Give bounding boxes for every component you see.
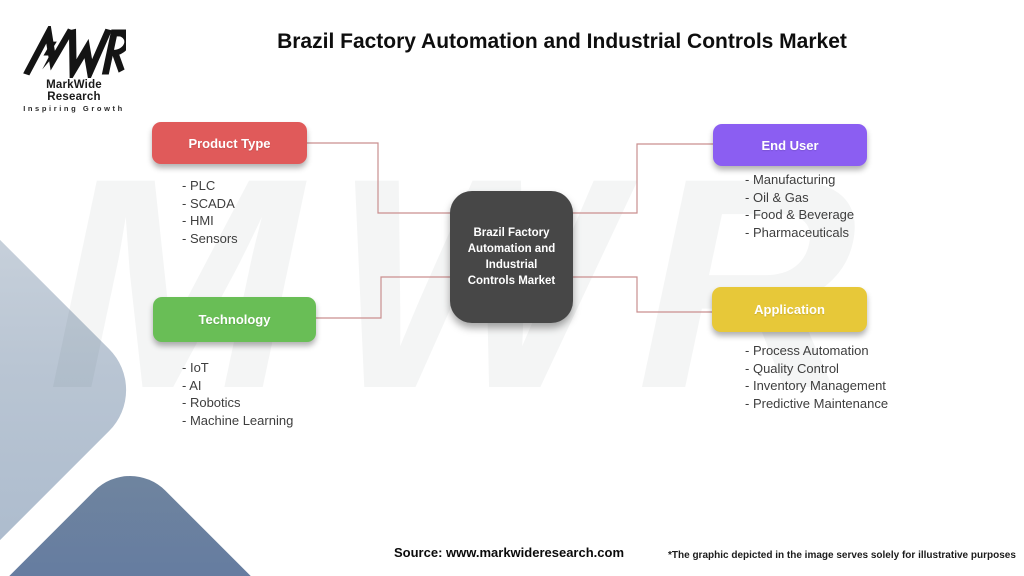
list-item: Pharmaceuticals xyxy=(745,224,854,242)
list-item: Food & Beverage xyxy=(745,206,854,224)
category-label: Technology xyxy=(198,312,271,327)
list-item: HMI xyxy=(182,212,238,230)
connector-end-user xyxy=(573,143,713,214)
list-item: SCADA xyxy=(182,195,238,213)
list-item: PLC xyxy=(182,177,238,195)
connector-technology xyxy=(316,276,450,319)
category-label: Product Type xyxy=(188,135,271,151)
category-list-technology: IoT AI Robotics Machine Learning xyxy=(182,359,293,429)
category-box-technology: Technology xyxy=(153,297,316,342)
category-box-product-type: Product Type xyxy=(152,122,307,164)
list-item: AI xyxy=(182,377,293,395)
connector-application xyxy=(573,276,712,313)
list-item: Oil & Gas xyxy=(745,189,854,207)
page-title: Brazil Factory Automation and Industrial… xyxy=(277,30,847,53)
list-item: Process Automation xyxy=(745,342,888,360)
category-box-end-user: End User xyxy=(713,124,867,166)
category-label: Application xyxy=(754,302,825,317)
markwide-logo: MarkWide Research Inspiring Growth xyxy=(18,26,130,113)
center-node-label: Brazil Factory Automation and Industrial… xyxy=(467,226,556,288)
disclaimer-text: *The graphic depicted in the image serve… xyxy=(668,550,1016,561)
connector-product-type xyxy=(307,142,450,214)
list-item: Sensors xyxy=(182,230,238,248)
category-list-product-type: PLC SCADA HMI Sensors xyxy=(182,177,238,247)
list-item: IoT xyxy=(182,359,293,377)
mwr-logo-icon xyxy=(23,26,126,78)
category-list-end-user: Manufacturing Oil & Gas Food & Beverage … xyxy=(745,171,854,241)
list-item: Predictive Maintenance xyxy=(745,395,888,413)
category-box-application: Application xyxy=(712,287,867,332)
source-text: Source: www.markwideresearch.com xyxy=(394,545,625,560)
center-node: Brazil Factory Automation and Industrial… xyxy=(450,191,573,323)
list-item: Manufacturing xyxy=(745,171,854,189)
logo-tagline: Inspiring Growth xyxy=(23,104,125,113)
list-item: Quality Control xyxy=(745,360,888,378)
list-item: Inventory Management xyxy=(745,377,888,395)
category-list-application: Process Automation Quality Control Inven… xyxy=(745,342,888,412)
list-item: Machine Learning xyxy=(182,412,293,430)
list-item: Robotics xyxy=(182,394,293,412)
logo-company-name: MarkWide Research xyxy=(46,79,102,103)
category-label: End User xyxy=(761,137,819,153)
